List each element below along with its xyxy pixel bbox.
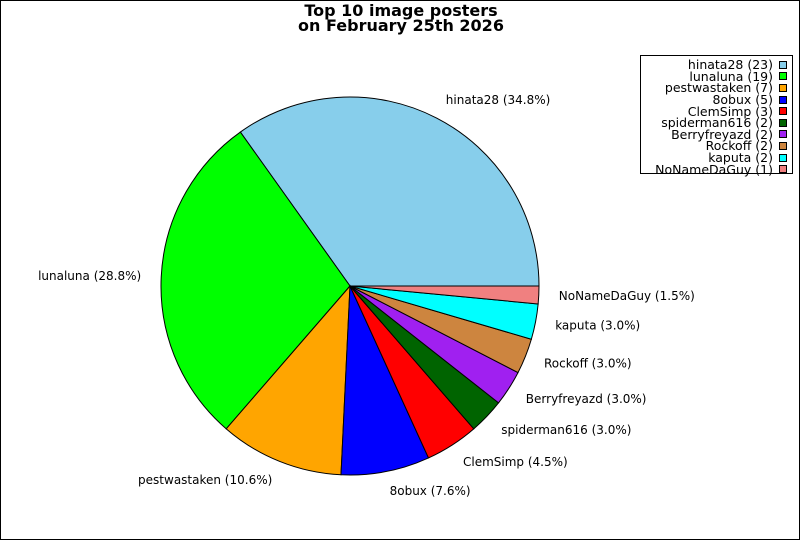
- legend-label: NoNameDaGuy (1): [655, 161, 773, 177]
- pie-slice-nonamedaguy: [349, 285, 540, 305]
- legend-label: pestwastaken (7): [664, 80, 773, 96]
- legend-item-kaputa: kaputa (2): [641, 150, 787, 166]
- pie-slice-lunaluna: [160, 131, 351, 430]
- legend-item-clemsimp: ClemSimp (3): [641, 105, 787, 117]
- legend-swatch: [779, 83, 787, 92]
- legend-label: spiderman616 (2): [661, 115, 773, 131]
- pie-slice-hinata28: [239, 96, 540, 287]
- legend-item-nonamedaguy: NoNameDaGuy (1): [641, 163, 787, 175]
- slice-label-spiderman616: spiderman616 (3.0%): [501, 423, 631, 437]
- legend-item-pestwastaken: pestwastaken (7): [641, 82, 787, 94]
- chart-legend: hinata28 (23) lunaluna (19) pestwastaken (…: [640, 55, 793, 175]
- slice-label-pestwastaken: pestwastaken (10.6%): [138, 473, 272, 487]
- chart-title-line-2: on February 25th 2026: [298, 16, 504, 35]
- legend-swatch: [779, 130, 787, 139]
- slice-label-hinata28: hinata28 (34.8%): [446, 93, 551, 107]
- legend-swatch: [779, 153, 787, 162]
- legend-label: lunaluna (19): [689, 68, 773, 84]
- slice-label-8obux: 8obux (7.6%): [390, 484, 471, 498]
- legend-swatch: [779, 107, 787, 116]
- legend-item-rockoff: Rockoff (2): [641, 140, 787, 152]
- slice-label-berryfreyazd: Berryfreyazd (3.0%): [526, 392, 647, 406]
- legend-item-spiderman616: spiderman616 (2): [641, 117, 787, 129]
- legend-swatch: [779, 72, 787, 81]
- legend-label: Berryfreyazd (2): [671, 126, 773, 142]
- legend-swatch: [779, 118, 787, 127]
- chart-title: Top 10 image posters on February 25th 20…: [1, 1, 799, 35]
- chart-title-line-1: Top 10 image posters: [304, 1, 498, 20]
- slice-label-rockoff: Rockoff (3.0%): [544, 357, 632, 371]
- legend-label: Rockoff (2): [705, 138, 773, 154]
- legend-label: kaputa (2): [708, 150, 773, 166]
- legend-swatch: [779, 60, 787, 69]
- legend-item-hinata28: hinata28 (23): [641, 59, 787, 71]
- legend-swatch: [779, 165, 787, 174]
- legend-item-8obux: 8obux (5): [641, 92, 787, 108]
- legend-item-berryfreyazd: Berryfreyazd (2): [641, 126, 787, 142]
- slice-label-lunaluna: lunaluna (28.8%): [38, 269, 141, 283]
- slice-label-nonamedaguy: NoNameDaGuy (1.5%): [559, 289, 695, 303]
- slice-label-kaputa: kaputa (3.0%): [555, 319, 640, 333]
- legend-swatch: [779, 95, 787, 104]
- pie-slice-pestwastaken: [225, 284, 351, 476]
- legend-label: 8obux (5): [712, 92, 773, 108]
- legend-item-lunaluna: lunaluna (19): [641, 68, 787, 84]
- legend-swatch: [779, 141, 787, 150]
- legend-label: ClemSimp (3): [687, 103, 773, 119]
- legend-label: hinata28 (23): [687, 57, 773, 73]
- slice-label-clemsimp: ClemSimp (4.5%): [463, 455, 568, 469]
